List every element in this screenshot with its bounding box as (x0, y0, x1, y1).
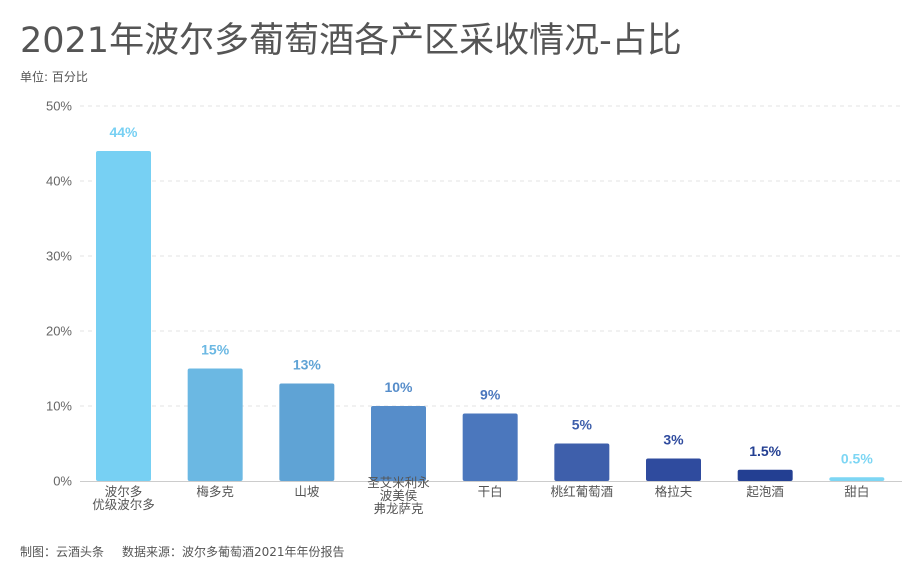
bar (279, 383, 335, 481)
data-label: 5% (572, 417, 593, 433)
bar (554, 443, 610, 481)
bar (187, 368, 243, 481)
bar (829, 477, 885, 481)
x-tick-label: 山坡 (294, 484, 320, 499)
data-label: 44% (109, 124, 138, 140)
bar (646, 458, 701, 481)
bar (96, 151, 151, 481)
data-label: 1.5% (749, 443, 781, 459)
x-tick-label: 圣艾米利永 (367, 475, 430, 490)
data-label: 13% (293, 357, 322, 373)
x-tick-label: 桃红葡萄酒 (551, 484, 614, 499)
x-tick-label: 干白 (478, 484, 503, 499)
data-label: 3% (663, 432, 684, 448)
data-label: 10% (384, 379, 413, 395)
x-tick-label: 波美侯 (380, 488, 418, 503)
x-tick-label: 弗龙萨克 (373, 501, 423, 516)
data-label: 9% (480, 387, 501, 403)
data-label: 0.5% (841, 450, 873, 466)
y-tick-label: 10% (46, 399, 72, 414)
x-tick-label: 优级波尔多 (92, 497, 155, 512)
y-tick-label: 50% (46, 99, 72, 114)
x-tick-label: 格拉夫 (655, 484, 693, 499)
chart-title: 2021年波尔多葡萄酒各产区采收情况-占比 (20, 21, 682, 61)
x-tick-label: 梅多克 (196, 484, 234, 499)
y-tick-label: 20% (46, 324, 72, 339)
y-axis-unit-label: 单位: 百分比 (20, 70, 88, 84)
bar (371, 406, 426, 481)
footer-made-by: 制图：云酒头条 (20, 545, 105, 559)
data-label: 15% (201, 342, 230, 358)
footer-credits: 制图：云酒头条 数据来源：波尔多葡萄酒2021年年份报告 (20, 543, 345, 560)
x-tick-label: 起泡酒 (746, 484, 784, 499)
x-tick-label: 甜白 (844, 484, 869, 499)
y-tick-label: 0% (53, 474, 72, 489)
footer-source: 数据来源：波尔多葡萄酒2021年年份报告 (122, 545, 345, 559)
y-tick-label: 30% (46, 249, 72, 264)
x-tick-label: 波尔多 (105, 484, 143, 499)
bar (737, 469, 793, 481)
bar (462, 413, 518, 481)
y-tick-label: 40% (46, 174, 72, 189)
